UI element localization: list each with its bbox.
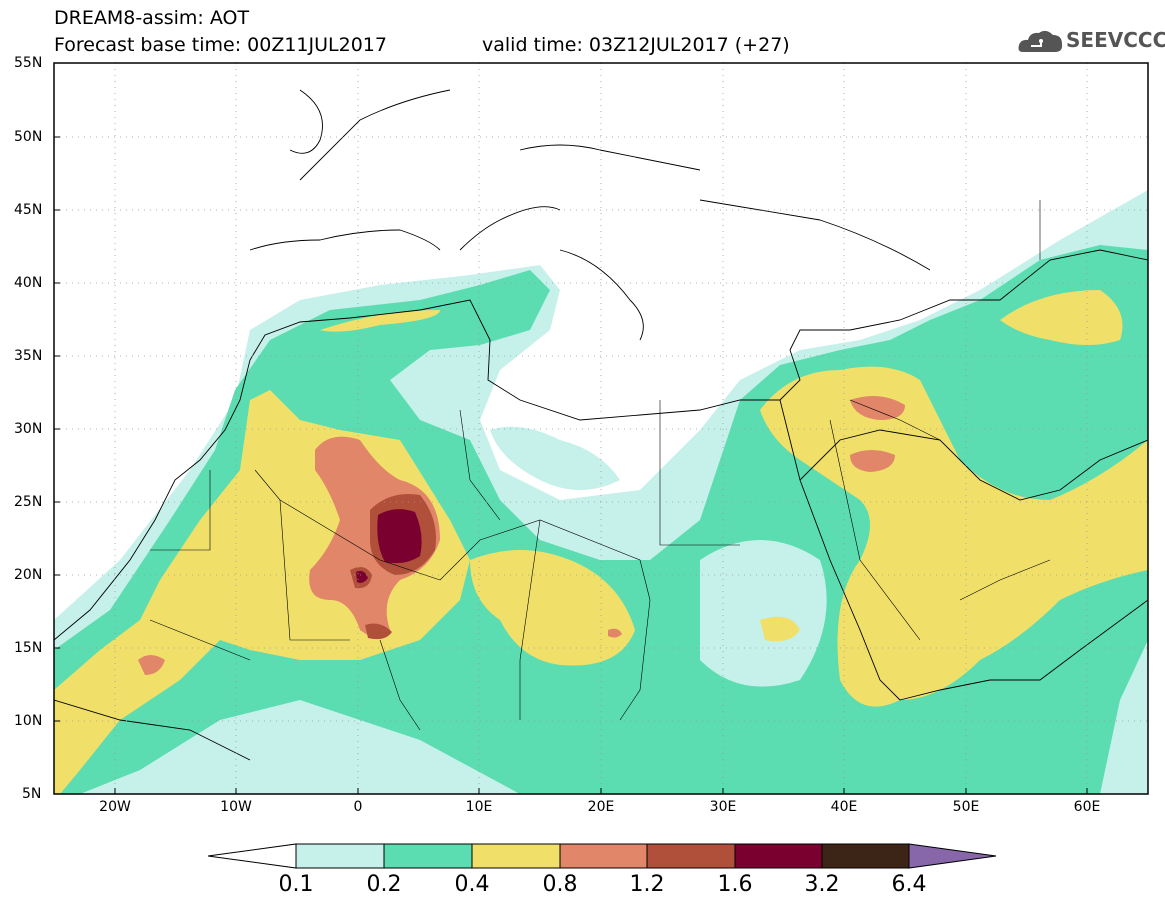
colorbar-swatch-0.2 [383, 843, 473, 869]
logo-text: SEEVCCC [1066, 28, 1165, 52]
lat-label-20n: 20N [14, 567, 43, 583]
lat-label-55n: 55N [14, 55, 43, 71]
lon-label-10e: 10E [465, 799, 493, 815]
graticule [54, 63, 1148, 794]
lon-label-50e: 50E [952, 799, 980, 815]
colorbar-label-6.4: 6.4 [891, 872, 927, 897]
colorbar-swatch-1.2 [646, 843, 736, 869]
colorbar-label-1.6: 1.6 [717, 872, 753, 897]
lat-label-40n: 40N [14, 275, 43, 291]
lon-label-10w: 10W [220, 799, 252, 815]
colorbar-label-0.1: 0.1 [278, 872, 314, 897]
lon-label-20e: 20E [587, 799, 615, 815]
colorbar-label-0.4: 0.4 [454, 872, 490, 897]
lat-label-5n: 5N [22, 786, 42, 802]
lat-label-45n: 45N [14, 202, 43, 218]
valid-time: valid time: 03Z12JUL2017 (+27) [482, 34, 790, 56]
colorbar-swatch-1.6 [734, 843, 823, 869]
colorbar-label-3.2: 3.2 [804, 872, 840, 897]
colorbar-label-0.2: 0.2 [366, 872, 402, 897]
lat-label-25n: 25N [14, 494, 43, 510]
lat-label-35n: 35N [14, 348, 43, 364]
lat-label-15n: 15N [14, 640, 43, 656]
borders [149, 200, 1051, 731]
colorbar-swatch-3.2 [821, 843, 910, 869]
lon-label-20w: 20W [99, 799, 131, 815]
lat-label-30n: 30N [14, 421, 43, 437]
colorbar-swatch-0.1 [295, 843, 385, 869]
colorbar-low-arrow [207, 843, 297, 869]
colorbar-high-arrow [908, 843, 997, 869]
lon-label-30e: 30E [709, 799, 737, 815]
colorbar [207, 843, 997, 869]
colorbar-label-0.8: 0.8 [542, 872, 578, 897]
aot-level-1.6 [356, 509, 422, 583]
colorbar-swatch-0.8 [559, 843, 648, 869]
lat-label-10n: 10N [14, 713, 43, 729]
aot-field [54, 63, 1148, 794]
forecast-base-time: Forecast base time: 00Z11JUL2017 [54, 34, 387, 56]
lon-label-40e: 40E [830, 799, 858, 815]
cloud-icon [1018, 30, 1063, 52]
lon-label-60e: 60E [1073, 799, 1101, 815]
lon-label-0: 0 [353, 799, 363, 815]
lat-label-50n: 50N [14, 129, 43, 145]
map-title: DREAM8-assim: AOT [54, 7, 250, 29]
colorbar-swatch-0.4 [471, 843, 561, 869]
axis-ticks [54, 62, 1088, 794]
colorbar-label-1.2: 1.2 [629, 872, 665, 897]
coastlines [54, 89, 1148, 761]
